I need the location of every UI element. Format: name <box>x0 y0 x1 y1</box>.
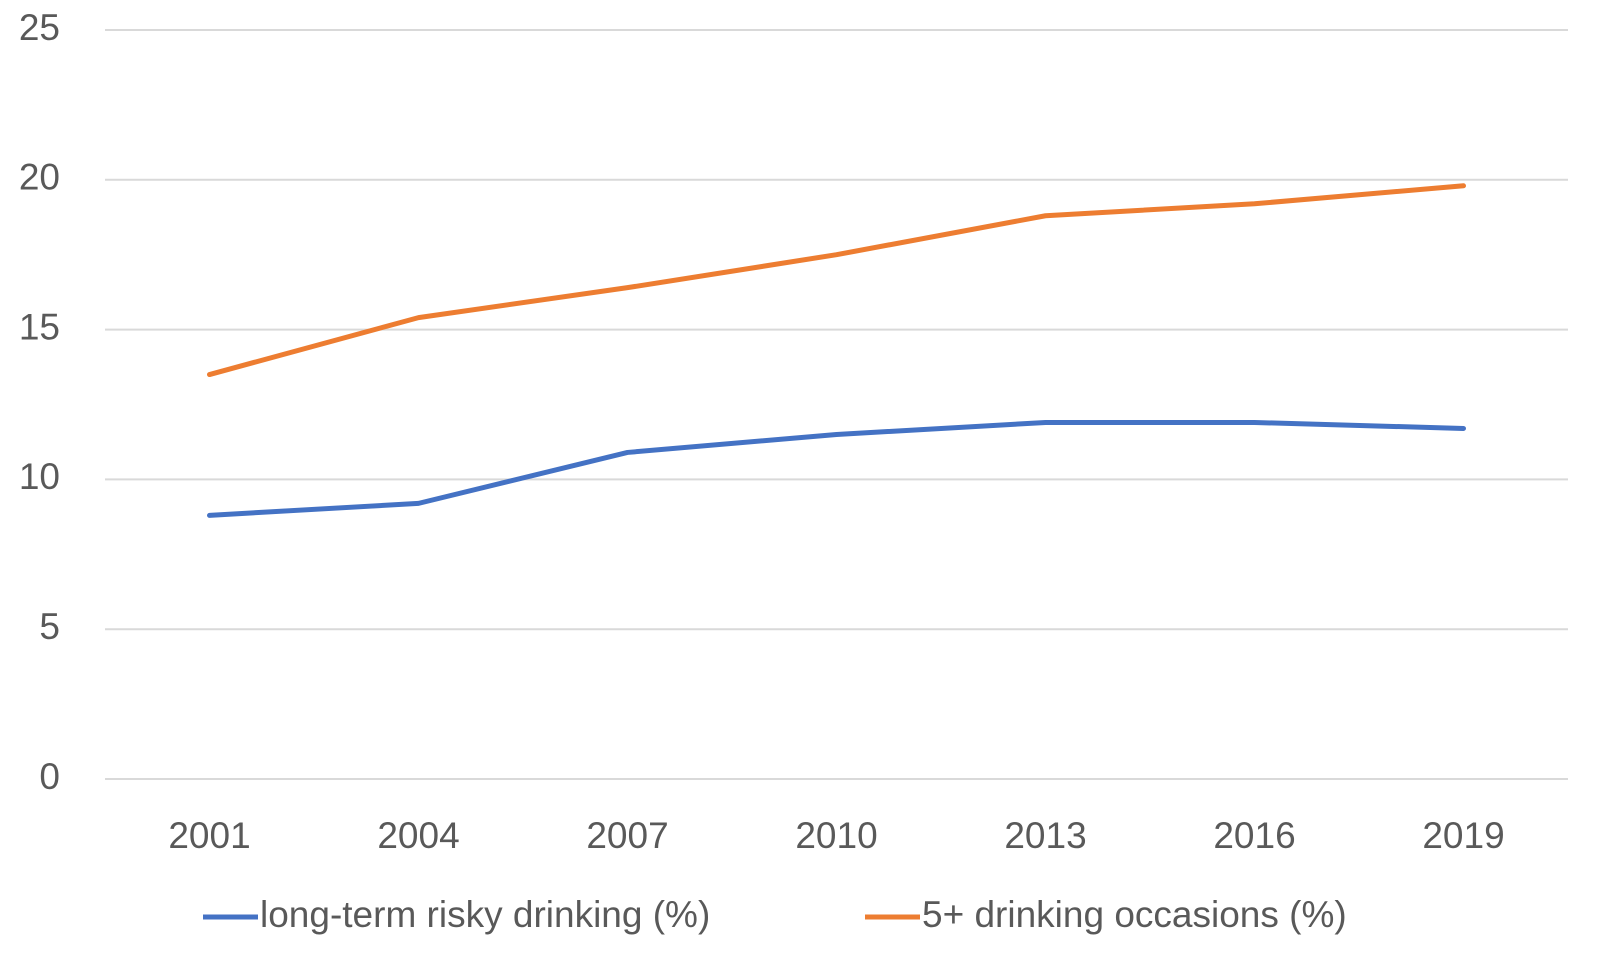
legend-label: 5+ drinking occasions (%) <box>922 894 1347 935</box>
x-tick-label: 2019 <box>1422 815 1504 856</box>
y-tick-label: 0 <box>39 756 60 797</box>
x-tick-label: 2010 <box>795 815 877 856</box>
data-line <box>207 183 1466 378</box>
x-tick-label: 2004 <box>377 815 459 856</box>
y-tick-label: 20 <box>19 157 60 198</box>
y-tick-label: 25 <box>19 7 60 48</box>
y-tick-label: 5 <box>39 606 60 647</box>
legend-label: long-term risky drinking (%) <box>260 894 710 935</box>
x-tick-label: 2001 <box>168 815 250 856</box>
data-line <box>207 419 1466 518</box>
x-tick-label: 2016 <box>1213 815 1295 856</box>
y-tick-label: 15 <box>19 306 60 347</box>
x-tick-label: 2007 <box>586 815 668 856</box>
y-tick-label: 10 <box>19 456 60 497</box>
x-tick-label: 2013 <box>1004 815 1086 856</box>
